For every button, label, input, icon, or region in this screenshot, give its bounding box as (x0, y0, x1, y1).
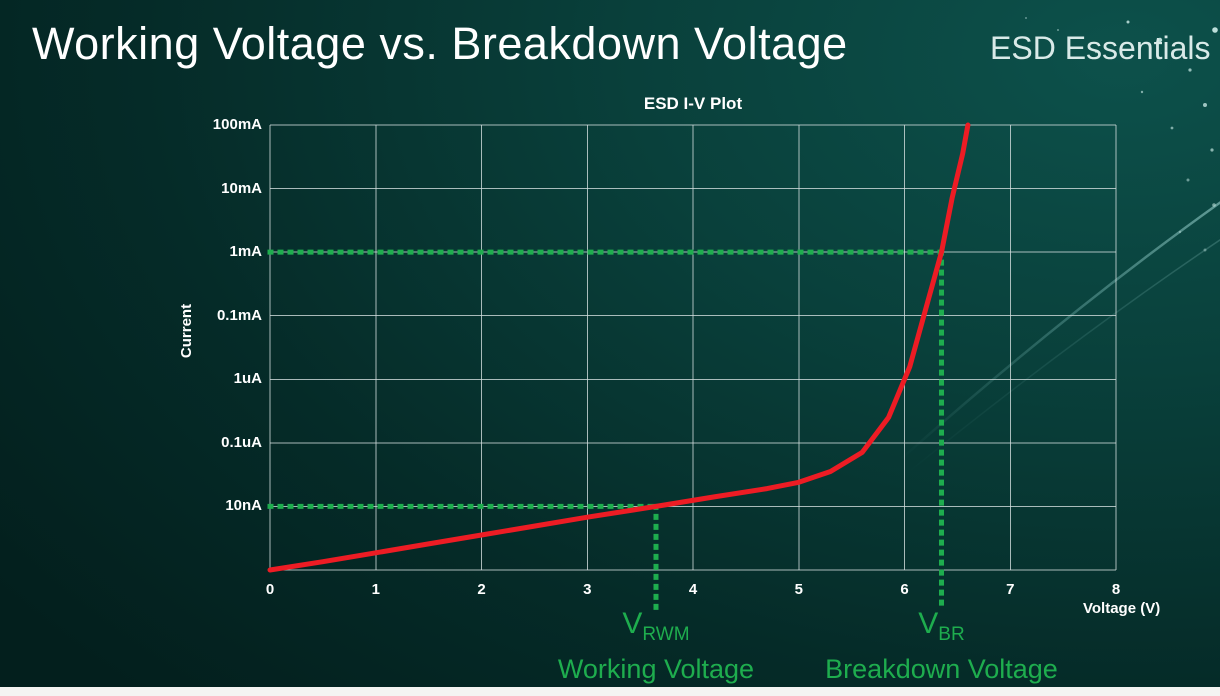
working-voltage-label: VRWM Working Voltage (558, 608, 754, 685)
x-tick-label: 3 (583, 581, 592, 598)
page-title: Working Voltage vs. Breakdown Voltage (32, 18, 848, 69)
iv-curve (267, 122, 971, 573)
x-tick-label: 5 (794, 581, 803, 598)
decor-swoosh (899, 201, 1220, 461)
brand-text: ESD Essentials (990, 30, 1211, 66)
iv-plot (267, 122, 1117, 611)
y-tick-label: 0.1uA (221, 433, 262, 451)
x-tick-label: 1 (371, 581, 380, 598)
working-voltage-symbol: VRWM (622, 607, 690, 646)
y-tick-label: 1uA (233, 370, 262, 388)
x-tick-label: 6 (900, 581, 909, 598)
breakdown-voltage-symbol: VBR (918, 607, 965, 646)
decor-dots (1025, 17, 1218, 252)
y-tick-label: 100mA (212, 116, 262, 133)
y-tick-label: 10nA (225, 497, 262, 515)
x-axis-label: Voltage (V) (1083, 600, 1161, 617)
x-tick-label: 2 (477, 581, 486, 598)
x-tick-label: 7 (1006, 581, 1015, 598)
chart-title: ESD I-V Plot (643, 94, 743, 113)
x-tick-label: 8 (1111, 581, 1121, 598)
bottom-strip (0, 687, 1220, 696)
working-voltage-caption: Working Voltage (557, 654, 755, 684)
x-tick-label: 4 (688, 581, 698, 598)
y-axis-label: Current (178, 303, 195, 359)
breakdown-voltage-caption: Breakdown Voltage (825, 654, 1058, 684)
x-tick-label: 0 (265, 581, 275, 598)
y-tick-label: 10mA (221, 179, 262, 197)
decor-swoosh-faint (904, 239, 1220, 476)
breakdown-voltage-label: VBR Breakdown Voltage (825, 608, 1058, 685)
y-tick-label: 0.1mA (216, 306, 262, 324)
y-tick-label: 1mA (229, 243, 262, 261)
